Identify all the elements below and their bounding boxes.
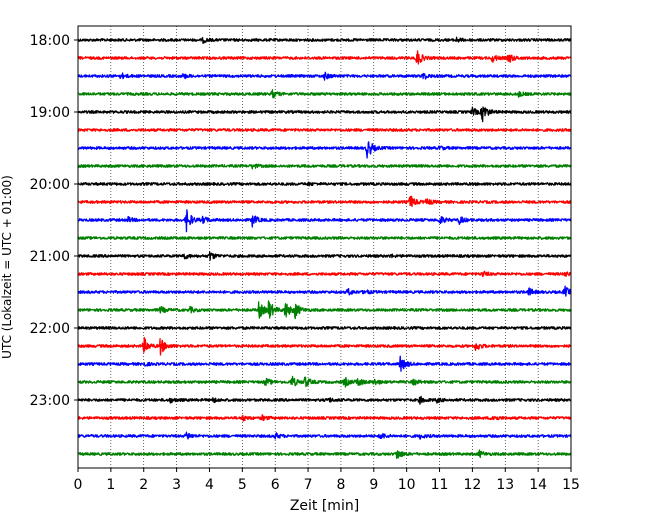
trace-1830 — [77, 71, 572, 81]
y-tick-label: 18:00 — [30, 33, 70, 49]
y-tick-label: 22:00 — [30, 321, 70, 337]
y-tick-label: 20:00 — [30, 177, 70, 193]
trace-2330 — [77, 431, 572, 440]
trace-2045 — [77, 236, 572, 240]
x-axis: 0 1 2 3 4 5 6 7 8 9 10 11 12 13 14 15 — [74, 468, 580, 493]
trace-2100 — [77, 251, 572, 261]
x-tick-label: 4 — [205, 477, 214, 493]
y-tick-label: 23:00 — [30, 393, 70, 409]
y-tick-label: 19:00 — [30, 105, 70, 121]
trace-1930 — [77, 141, 572, 159]
trace-2000 — [77, 181, 572, 187]
trace-2115 — [77, 270, 572, 278]
x-tick-label: 11 — [431, 477, 449, 493]
trace-2215 — [77, 336, 572, 356]
trace-2230 — [77, 355, 572, 372]
x-tick-label: 9 — [369, 477, 378, 493]
trace-1800 — [77, 36, 572, 44]
y-axis: 18:00 19:00 20:00 21:00 22:00 23:00 — [30, 33, 78, 409]
x-axis-label: Zeit [min] — [290, 498, 359, 514]
trace-group — [77, 36, 572, 459]
x-tick-label: 6 — [271, 477, 280, 493]
x-tick-label: 12 — [463, 477, 481, 493]
x-tick-label: 1 — [106, 477, 115, 493]
x-tick-label: 3 — [172, 477, 181, 493]
trace-2300 — [77, 395, 572, 405]
trace-2345 — [77, 449, 572, 459]
x-tick-label: 13 — [496, 477, 514, 493]
trace-1945 — [77, 163, 572, 170]
trace-1845 — [77, 89, 572, 99]
x-tick-label: 7 — [304, 477, 313, 493]
x-tick-label: 15 — [562, 477, 580, 493]
y-tick-label: 21:00 — [30, 249, 70, 265]
trace-1915 — [77, 128, 572, 132]
x-tick-label: 14 — [529, 477, 547, 493]
y-axis-label: UTC (Lokalzeit = UTC + 01:00) — [0, 175, 14, 359]
trace-2145 — [77, 300, 572, 320]
x-tick-label: 8 — [336, 477, 345, 493]
trace-2245 — [77, 375, 572, 388]
x-tick-label: 5 — [238, 477, 247, 493]
trace-2015 — [77, 195, 572, 208]
trace-2315 — [77, 414, 572, 422]
trace-2030 — [77, 209, 572, 233]
trace-1900 — [77, 106, 572, 123]
trace-2200 — [77, 326, 572, 330]
x-tick-label: 2 — [139, 477, 148, 493]
trace-2130 — [77, 285, 572, 297]
x-tick-label: 0 — [74, 477, 83, 493]
plot-frame — [77, 25, 572, 469]
x-tick-label: 10 — [398, 477, 416, 493]
trace-1815 — [77, 50, 572, 65]
